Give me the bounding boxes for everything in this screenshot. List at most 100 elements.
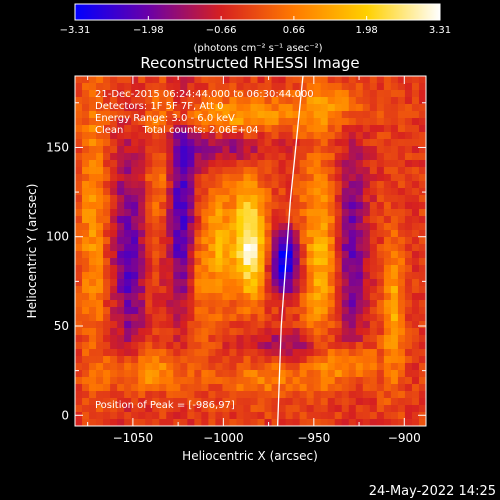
heatmap-cell bbox=[138, 153, 146, 161]
heatmap-cell bbox=[341, 76, 350, 84]
heatmap-cell bbox=[257, 223, 265, 231]
heatmap-cell bbox=[313, 363, 322, 371]
heatmap-cell bbox=[306, 286, 315, 294]
heatmap-cell bbox=[89, 251, 97, 259]
heatmap-cell bbox=[306, 321, 315, 329]
heatmap-cell bbox=[369, 230, 378, 238]
heatmap-cell bbox=[306, 293, 315, 301]
heatmap-cell bbox=[320, 160, 329, 168]
heatmap-cell bbox=[96, 293, 104, 301]
heatmap-cell bbox=[355, 307, 364, 315]
heatmap-cell bbox=[229, 118, 237, 126]
heatmap-cell bbox=[271, 244, 279, 252]
heatmap-cell bbox=[124, 90, 132, 98]
heatmap-cell bbox=[222, 146, 230, 154]
heatmap-cell bbox=[341, 314, 350, 322]
heatmap-cell bbox=[152, 174, 160, 182]
heatmap-cell bbox=[306, 398, 315, 406]
heatmap-cell bbox=[159, 139, 167, 147]
heatmap-cell bbox=[306, 335, 315, 343]
heatmap-cell bbox=[334, 209, 343, 217]
heatmap-cell bbox=[110, 125, 118, 133]
heatmap-cell bbox=[96, 76, 104, 84]
heatmap-cell bbox=[103, 419, 111, 426]
heatmap-cell bbox=[411, 349, 420, 357]
heatmap-cell bbox=[180, 265, 188, 273]
heatmap-cell bbox=[208, 153, 216, 161]
heatmap-cell bbox=[250, 419, 258, 426]
heatmap-cell bbox=[180, 188, 188, 196]
heatmap-cell bbox=[250, 391, 258, 399]
heatmap-cell bbox=[222, 188, 230, 196]
heatmap-cell bbox=[96, 195, 104, 203]
heatmap-cell bbox=[187, 342, 195, 350]
heatmap-cell bbox=[264, 139, 272, 147]
heatmap-cell bbox=[131, 118, 139, 126]
heatmap-cell bbox=[236, 398, 244, 406]
heatmap-cell bbox=[159, 419, 167, 426]
heatmap-cell bbox=[103, 321, 111, 329]
heatmap-cell bbox=[236, 370, 244, 378]
heatmap-cell bbox=[194, 97, 202, 105]
heatmap-cell bbox=[180, 335, 188, 343]
heatmap-cell bbox=[96, 237, 104, 245]
heatmap-cell bbox=[124, 363, 132, 371]
heatmap-cell bbox=[418, 293, 426, 301]
heatmap-cell bbox=[397, 146, 406, 154]
heatmap-cell bbox=[285, 307, 294, 315]
heatmap-cell bbox=[264, 349, 272, 357]
heatmap-cell bbox=[355, 90, 364, 98]
heatmap-cell bbox=[369, 405, 378, 413]
heatmap-cell bbox=[103, 111, 111, 119]
heatmap-cell bbox=[355, 230, 364, 238]
heatmap-cell bbox=[334, 300, 343, 308]
heatmap-cell bbox=[271, 328, 279, 336]
heatmap-cell bbox=[320, 265, 329, 273]
heatmap-cell bbox=[222, 293, 230, 301]
heatmap-cell bbox=[285, 342, 294, 350]
heatmap-cell bbox=[376, 328, 385, 336]
heatmap-cell bbox=[236, 321, 244, 329]
heatmap-cell bbox=[187, 349, 195, 357]
heatmap-cell bbox=[201, 188, 209, 196]
heatmap-cell bbox=[292, 125, 301, 133]
heatmap-cell bbox=[285, 195, 294, 203]
heatmap-cell bbox=[194, 209, 202, 217]
heatmap-cell bbox=[362, 405, 371, 413]
heatmap-cell bbox=[138, 160, 146, 168]
heatmap-cell bbox=[82, 216, 90, 224]
heatmap-cell bbox=[138, 356, 146, 364]
heatmap-cell bbox=[334, 195, 343, 203]
heatmap-cell bbox=[138, 258, 146, 266]
heatmap-cell bbox=[362, 342, 371, 350]
heatmap-cell bbox=[250, 153, 258, 161]
heatmap-cell bbox=[264, 258, 272, 266]
heatmap-cell bbox=[222, 160, 230, 168]
heatmap-cell bbox=[89, 244, 97, 252]
heatmap-cell bbox=[124, 300, 132, 308]
heatmap-cell bbox=[75, 251, 83, 259]
heatmap-cell bbox=[390, 356, 399, 364]
heatmap-cell bbox=[369, 384, 378, 392]
heatmap-cell bbox=[397, 139, 406, 147]
heatmap-cell bbox=[292, 349, 301, 357]
heatmap-cell bbox=[243, 146, 251, 154]
heatmap-cell bbox=[299, 405, 308, 413]
heatmap-cell bbox=[411, 419, 420, 426]
heatmap-cell bbox=[236, 244, 244, 252]
heatmap-cell bbox=[369, 118, 378, 126]
heatmap-cell bbox=[96, 251, 104, 259]
heatmap-cell bbox=[257, 384, 265, 392]
heatmap-cell bbox=[369, 153, 378, 161]
heatmap-cell bbox=[117, 391, 125, 399]
heatmap-cell bbox=[418, 202, 426, 210]
heatmap-cell bbox=[404, 251, 413, 259]
heatmap-cell bbox=[145, 335, 153, 343]
heatmap-cell bbox=[362, 230, 371, 238]
heatmap-cell bbox=[215, 146, 223, 154]
heatmap-cell bbox=[397, 188, 406, 196]
heatmap-cell bbox=[348, 174, 357, 182]
heatmap-cell bbox=[75, 83, 83, 91]
heatmap-cell bbox=[187, 104, 195, 112]
heatmap-cell bbox=[411, 307, 420, 315]
